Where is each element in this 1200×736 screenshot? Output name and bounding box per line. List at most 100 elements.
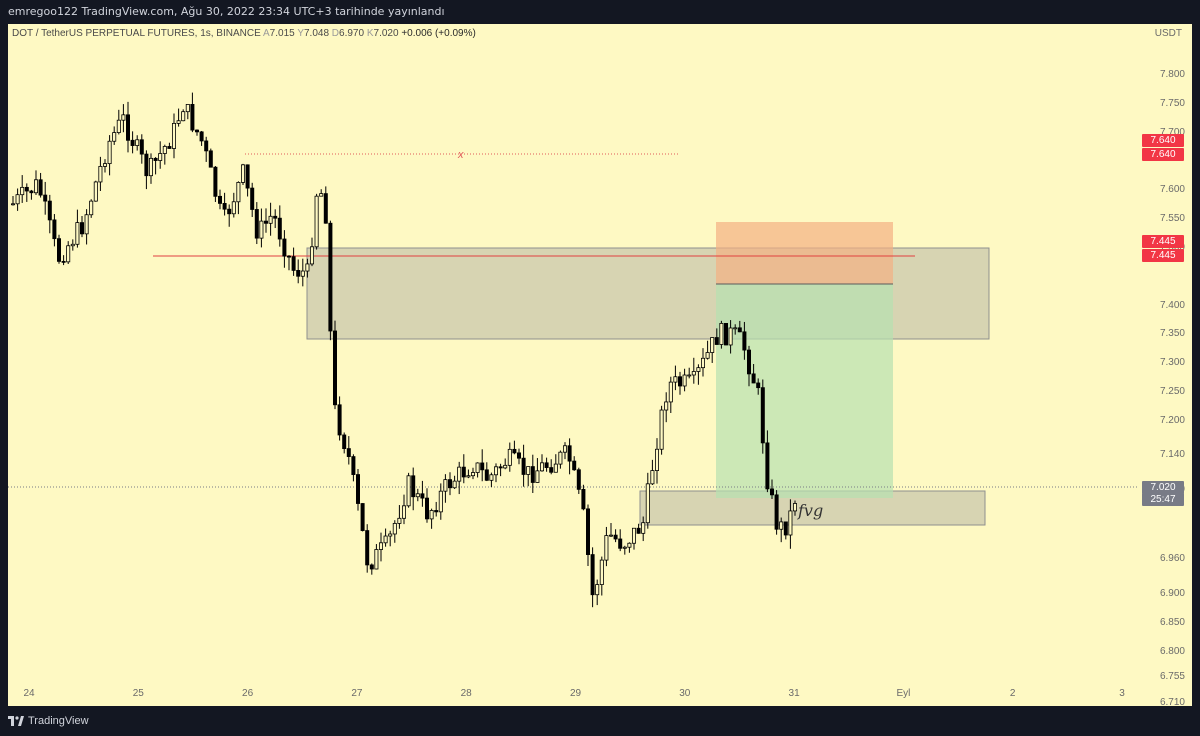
candle-body — [355, 474, 360, 504]
candle-body — [144, 153, 149, 177]
candle-body — [627, 542, 632, 548]
candle-body — [636, 527, 641, 534]
candle-body — [116, 119, 121, 133]
candle-body — [227, 208, 232, 215]
candle-body — [282, 238, 287, 257]
candle-body — [199, 131, 204, 142]
candle-body — [33, 179, 38, 194]
candle-body — [553, 463, 558, 473]
price-axis-label: 6.755 — [1159, 671, 1185, 683]
candle-body — [57, 238, 62, 262]
candle-body — [328, 222, 333, 332]
candle-body — [204, 140, 209, 152]
price-axis-label: 7.350 — [1159, 328, 1185, 340]
candle-body — [659, 409, 664, 450]
candle-body — [544, 462, 549, 468]
candle-body — [84, 214, 89, 235]
tradingview-logo[interactable]: TradingView — [8, 714, 89, 728]
candle-body — [632, 527, 637, 544]
time-axis-label: 31 — [788, 688, 800, 699]
candle-body — [793, 503, 798, 512]
take-profit-zone[interactable] — [716, 284, 893, 498]
candle-body — [162, 146, 167, 154]
candle-body — [678, 376, 683, 387]
candle-body — [378, 542, 383, 550]
candle-body — [360, 503, 365, 531]
time-axis-label: 24 — [23, 688, 35, 699]
candle-body — [103, 163, 108, 167]
open-key: A — [263, 28, 270, 39]
price-axis-label: 7.700 — [1159, 126, 1185, 138]
candle-body — [43, 194, 48, 202]
stop-loss-zone[interactable] — [716, 222, 893, 284]
candle-body — [240, 164, 245, 183]
symbol-name[interactable]: DOT / TetherUS PERPETUAL FUTURES, 1s, BI… — [12, 28, 261, 39]
candle-body — [493, 466, 498, 476]
price-axis-label: 7.140 — [1159, 449, 1185, 461]
candle-body — [737, 327, 742, 333]
candle-body — [351, 456, 356, 475]
price-axis-label: 6.710 — [1159, 697, 1185, 706]
time-axis-label: 25 — [132, 688, 144, 699]
candle-body — [98, 165, 103, 183]
candle-body — [296, 270, 301, 277]
candle-body — [176, 120, 181, 124]
candle-body — [406, 475, 411, 507]
candles-group — [11, 92, 798, 608]
candle-body — [760, 387, 765, 444]
candle-body — [622, 546, 627, 549]
last-price-tag: 7.020 — [1142, 481, 1184, 494]
candle-body — [742, 331, 747, 351]
candle-body — [374, 549, 379, 570]
candle-body — [24, 186, 29, 192]
candle-body — [286, 255, 291, 258]
candle-body — [305, 263, 310, 272]
candle-body — [158, 153, 163, 161]
candle-body — [774, 494, 779, 530]
price-axis-label: 7.750 — [1159, 97, 1185, 109]
candle-body — [369, 564, 374, 570]
candle-body — [691, 371, 696, 376]
candle-body — [70, 243, 75, 247]
candle-body — [268, 215, 273, 224]
candle-body — [93, 181, 98, 202]
price-axis-label: 7.200 — [1159, 414, 1185, 426]
symbol-legend[interactable]: DOT / TetherUS PERPETUAL FUTURES, 1s, BI… — [12, 28, 476, 39]
candle-body — [586, 508, 591, 555]
countdown-tag: 25:47 — [1142, 493, 1184, 506]
candle-body — [696, 367, 701, 372]
candle-body — [167, 146, 172, 149]
currency-label[interactable]: USDT — [1154, 28, 1182, 39]
candle-body — [392, 523, 397, 535]
candle-body — [563, 445, 568, 453]
sl-price-tag-2: 7.640 — [1142, 148, 1184, 161]
brand-name: TradingView — [28, 715, 89, 727]
candle-body — [61, 260, 66, 263]
price-axis-label: 7.550 — [1159, 213, 1185, 225]
candle-body — [516, 452, 521, 459]
candle-body — [526, 466, 531, 475]
candle-body — [185, 103, 190, 113]
candle-body — [259, 220, 264, 239]
candle-body — [443, 479, 448, 492]
candle-body — [194, 129, 199, 133]
candle-body — [139, 139, 144, 155]
candle-body — [595, 584, 600, 596]
candle-body — [323, 193, 328, 224]
candle-body — [121, 114, 126, 121]
candle-body — [687, 374, 692, 377]
candle-body — [452, 480, 457, 489]
candle-body — [75, 222, 80, 245]
candle-body — [424, 497, 429, 520]
chart-canvas[interactable]: x fvg — [8, 24, 1192, 706]
candle-body — [52, 219, 57, 240]
candle-body — [470, 472, 475, 477]
chart-pane[interactable]: x fvg DOT / TetherUS PERPETUAL FUTURES, … — [8, 24, 1192, 706]
candle-body — [765, 442, 770, 490]
low-key: D — [331, 28, 340, 39]
candle-body — [457, 466, 462, 482]
sl-price-tag-1: 7.640 — [1142, 134, 1184, 147]
candle-body — [613, 534, 618, 540]
candle-body — [682, 374, 687, 387]
candle-body — [447, 479, 452, 489]
